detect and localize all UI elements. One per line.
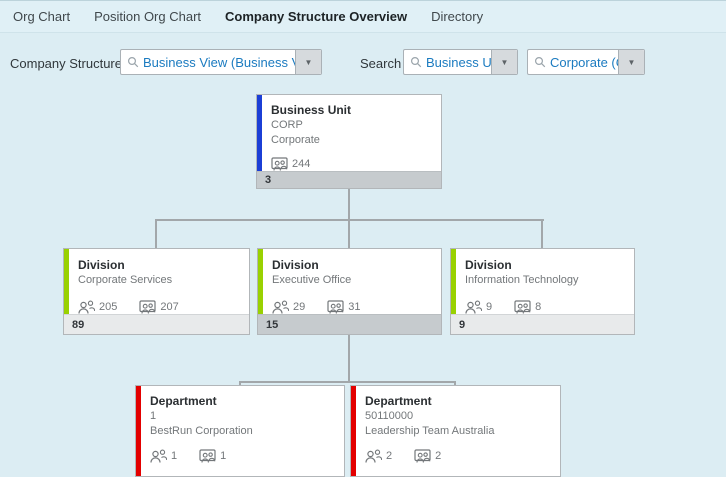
team-icon [514, 300, 531, 314]
chevron-down-icon[interactable]: ▼ [618, 50, 644, 74]
team-icon [327, 300, 344, 314]
node-name: Executive Office [272, 274, 352, 286]
team-icon [199, 449, 216, 463]
search-label: Search [360, 56, 402, 71]
employee-count: 205 [78, 300, 117, 314]
employees-icon [272, 300, 289, 314]
node-color-bar [451, 249, 456, 314]
node-color-bar [64, 249, 69, 314]
connector-root-down [348, 189, 350, 221]
search-icon [410, 56, 422, 68]
search-type-combobox[interactable]: Business Unit ▼ [403, 49, 518, 75]
org-node-division-executive-office[interactable]: Division Executive Office 29 31 15 [257, 248, 442, 335]
node-name: Information Technology [465, 274, 579, 286]
org-node-division-information-technology[interactable]: Division Information Technology 9 8 9 [450, 248, 635, 335]
tab-position-org-chart[interactable]: Position Org Chart [94, 9, 202, 24]
node-code: 50110000 [365, 410, 414, 422]
tab-company-structure-overview[interactable]: Company Structure Overview [225, 9, 408, 24]
team-count-value: 2 [435, 450, 442, 462]
business-view-combobox[interactable]: Business View (Business View) ▼ [120, 49, 322, 75]
employee-count-value: 205 [99, 301, 118, 313]
employees-icon [365, 449, 382, 463]
employees-icon [465, 300, 482, 314]
team-icon [414, 449, 431, 463]
employee-count: 1 [150, 449, 177, 463]
team-count-value: 244 [292, 158, 311, 170]
chevron-down-icon[interactable]: ▼ [295, 50, 321, 74]
team-count: 244 [271, 157, 310, 171]
tab-directory[interactable]: Directory [431, 9, 484, 24]
employee-count-value: 29 [293, 301, 306, 313]
tab-org-chart[interactable]: Org Chart [13, 9, 71, 24]
search-icon [534, 56, 546, 68]
connector-division2-down [348, 335, 350, 383]
node-code: 1 [150, 410, 157, 422]
node-code: CORP [271, 119, 303, 131]
employee-count: 29 [272, 300, 305, 314]
employee-count: 9 [465, 300, 492, 314]
node-name: Leadership Team Australia [365, 425, 495, 437]
connector-drop-department-1 [239, 381, 241, 386]
team-count: 1 [199, 449, 226, 463]
org-node-division-corporate-services[interactable]: Division Corporate Services 205 207 89 [63, 248, 250, 335]
node-type-label: Division [272, 258, 319, 272]
node-type-label: Department [150, 394, 217, 408]
team-icon [271, 157, 288, 171]
org-node-department-bestrun-corporation[interactable]: Department 1 BestRun Corporation 1 1 [135, 385, 345, 477]
company-structure-label: Company Structure [10, 56, 122, 71]
node-children-count[interactable]: 9 [451, 314, 634, 334]
team-count-value: 31 [348, 301, 361, 313]
team-count-value: 207 [160, 301, 179, 313]
chevron-down-icon[interactable]: ▼ [491, 50, 517, 74]
search-type-combobox-value: Business Unit [426, 54, 491, 70]
node-color-bar [351, 386, 356, 476]
employee-count-value: 9 [486, 301, 493, 313]
node-children-count[interactable]: 89 [64, 314, 249, 334]
node-type-label: Business Unit [271, 103, 352, 117]
node-color-bar [257, 95, 262, 171]
connector-drop-division-3 [541, 219, 543, 248]
connector-departments-horizontal [239, 381, 456, 383]
employees-icon [78, 300, 95, 314]
node-name: BestRun Corporation [150, 425, 253, 437]
org-node-business-unit-corporate[interactable]: Business Unit CORP Corporate 244 3 [256, 94, 442, 189]
top-tab-bar: Org Chart Position Org Chart Company Str… [0, 0, 726, 33]
search-entity-combobox-value: Corporate (CORP) [550, 54, 618, 70]
team-count: 207 [139, 300, 179, 314]
node-type-label: Department [365, 394, 432, 408]
team-icon [139, 300, 156, 314]
team-count-value: 1 [220, 450, 227, 462]
node-children-count[interactable]: 15 [258, 314, 441, 334]
node-children-count[interactable]: 3 [257, 171, 441, 188]
node-color-bar [136, 386, 141, 476]
connector-drop-division-1 [155, 219, 157, 248]
employee-count-value: 2 [386, 450, 393, 462]
team-count: 31 [327, 300, 361, 314]
team-count: 2 [414, 449, 441, 463]
employee-count-value: 1 [171, 450, 178, 462]
node-name: Corporate Services [78, 274, 173, 286]
search-icon [127, 56, 139, 68]
team-count: 8 [514, 300, 541, 314]
team-count-value: 8 [535, 301, 542, 313]
employee-count: 2 [365, 449, 392, 463]
connector-drop-department-2 [454, 381, 456, 386]
org-node-department-leadership-team-australia[interactable]: Department 50110000 Leadership Team Aust… [350, 385, 561, 477]
business-view-combobox-value: Business View (Business View) [143, 54, 295, 70]
connector-drop-division-2 [348, 219, 350, 248]
node-type-label: Division [78, 258, 125, 272]
employees-icon [150, 449, 167, 463]
node-name: Corporate [271, 134, 320, 146]
search-entity-combobox[interactable]: Corporate (CORP) ▼ [527, 49, 645, 75]
node-type-label: Division [465, 258, 512, 272]
node-color-bar [258, 249, 263, 314]
